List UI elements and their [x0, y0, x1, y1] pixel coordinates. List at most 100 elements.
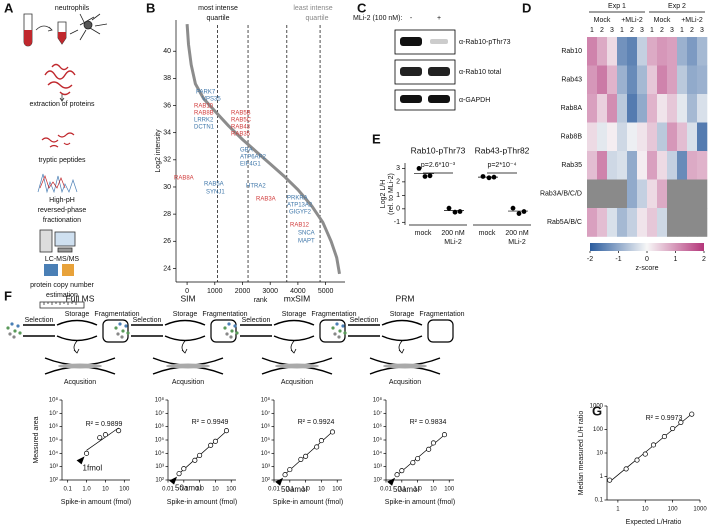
fit-line	[396, 434, 445, 476]
y-tick-label: 36	[163, 102, 171, 109]
data-point	[287, 467, 293, 473]
colorbar-tick-label: -2	[587, 256, 593, 263]
western-blot: MLi-2 (100 nM): - + α-Rab10-pThr73 α-Rab…	[353, 15, 511, 111]
protein-label: ATP13A2	[287, 203, 313, 209]
subplot-title: Rab43-pThr82	[475, 145, 530, 155]
ms-schematic	[6, 319, 129, 375]
x-axis-label: Spike-in amount (fmol)	[273, 499, 343, 506]
data-point	[607, 477, 613, 483]
workflow-step: tryptic peptides	[38, 157, 86, 164]
y-tick-label: 10⁶	[261, 423, 271, 430]
fit-line	[284, 431, 333, 475]
header-label: least intense	[293, 5, 332, 12]
x-tick-label: 0.1	[398, 487, 407, 493]
heatmap-cell	[647, 65, 658, 95]
missing-cell	[687, 179, 698, 209]
heatmap-cell	[667, 65, 678, 95]
x-tick-label: 0.1	[180, 487, 189, 493]
missing-cell	[667, 208, 678, 237]
ion	[118, 322, 122, 326]
ion	[230, 329, 234, 333]
protein-label: RAB10	[194, 104, 214, 110]
heatmap-cell	[617, 65, 628, 95]
protein-label: GBA	[240, 148, 253, 154]
heatmap-cell	[617, 208, 628, 237]
x-tick-label: 200 nM	[441, 230, 465, 237]
ion	[12, 335, 16, 339]
schematic-label: Selection	[133, 317, 162, 324]
transfer-arrow	[73, 340, 80, 354]
ion	[120, 335, 124, 339]
y-tick-label: 0	[396, 206, 400, 213]
x-tick-label: 0	[185, 288, 189, 295]
heatmap-cell	[597, 65, 608, 95]
heatmap-cell	[657, 37, 668, 66]
fit-line	[609, 413, 692, 483]
r-squared: R² = 0.9834	[410, 419, 447, 426]
workflow-step: estimation	[46, 292, 78, 299]
c-trap	[381, 319, 423, 342]
missing-cell	[617, 179, 628, 209]
heatmap-cell	[697, 37, 708, 66]
row-label: Rab3A/B/C/D	[540, 191, 582, 198]
missing-cell	[607, 179, 618, 209]
lod-arrow	[275, 477, 284, 486]
heatmap-cell	[587, 122, 598, 152]
x-tick-label: mock	[479, 230, 496, 237]
ion	[18, 331, 22, 335]
heatmap-cell	[607, 151, 618, 180]
y-tick-label: 10²	[155, 478, 164, 484]
header-label: most intense	[198, 5, 238, 12]
colorbar-tick-label: 0	[645, 256, 649, 263]
panel-letter: C	[357, 0, 367, 15]
heatmap-cell	[677, 94, 688, 123]
fit-line	[86, 427, 119, 451]
quadrupole	[131, 324, 163, 337]
y-tick-label: 1	[600, 474, 604, 480]
y-tick-label: 10⁸	[49, 397, 59, 404]
x-tick-label: 100	[444, 487, 455, 493]
ion	[114, 326, 118, 330]
heatmap-cell	[597, 94, 608, 123]
data-point	[318, 438, 324, 444]
heatmap-cell	[637, 122, 648, 152]
row-label: Rab35	[561, 162, 582, 169]
schematic-label: Selection	[25, 317, 54, 324]
x-tick-label: 10	[642, 507, 649, 513]
protein-label: DCTN1	[194, 125, 215, 131]
y-tick-label: 0.1	[595, 498, 604, 504]
blot-treatment: MLi-2 (100 nM):	[353, 15, 402, 22]
ion	[223, 326, 227, 330]
y-axis-label: Log2 L/H	[380, 180, 387, 208]
data-point	[650, 442, 657, 448]
orbitrap-core	[58, 363, 102, 369]
heatmap-cell	[587, 94, 598, 123]
ion	[116, 332, 120, 336]
x-tick-label: 0.1	[64, 487, 73, 493]
quadrupole	[23, 324, 55, 337]
ion	[335, 322, 339, 326]
y-tick-label: 10⁵	[261, 437, 271, 444]
protein-label: ATP6AP2	[240, 155, 267, 161]
heatmap-cell	[627, 65, 638, 95]
workflow-step: protein copy number	[30, 282, 94, 289]
missing-cell	[597, 179, 608, 209]
heatmap-cell	[627, 122, 638, 152]
subplot-title: Rab10-pThr73	[411, 145, 466, 155]
column-label: 1	[650, 27, 654, 34]
heatmap-cell	[627, 208, 638, 237]
heatmap-cell	[627, 94, 638, 123]
x-tick-label: MLi-2	[508, 239, 526, 246]
protein-label: RAB8A	[174, 176, 194, 182]
protein-label: RAB8B	[194, 111, 214, 117]
x-axis-label: rank	[254, 297, 268, 304]
protein-label: RAB3A	[256, 197, 276, 203]
x-tick-label: 0.01	[162, 487, 174, 493]
ion	[229, 335, 233, 339]
protein-label: GIGYF2	[289, 210, 312, 216]
ion	[124, 324, 128, 328]
heatmap-cell	[647, 208, 658, 237]
y-tick-label: 10⁷	[261, 410, 270, 417]
y-tick-label: 10⁷	[49, 410, 58, 417]
heatmap-cell	[697, 122, 708, 152]
